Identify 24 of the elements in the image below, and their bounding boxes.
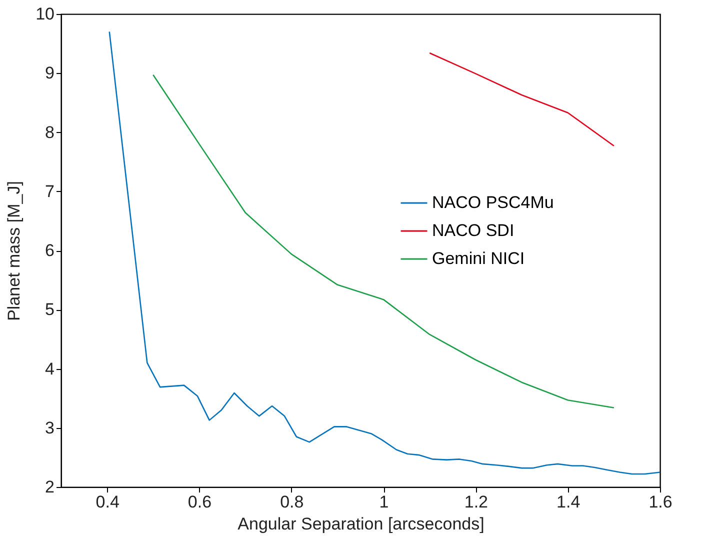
y-tick-label: 3 bbox=[45, 418, 54, 438]
y-tick-label: 2 bbox=[45, 478, 54, 496]
x-tick-label: 0.6 bbox=[188, 492, 212, 512]
x-tick-label: 1.6 bbox=[648, 492, 672, 512]
legend-label: Gemini NICI bbox=[432, 249, 525, 268]
y-axis-title: Planet mass [M_J] bbox=[4, 181, 24, 321]
y-tick-label: 8 bbox=[45, 122, 54, 142]
line-series bbox=[108, 31, 661, 475]
y-tick-label: 9 bbox=[45, 64, 54, 83]
x-axis-title: Angular Separation [arcseconds] bbox=[238, 514, 484, 534]
legend-label: NACO SDI bbox=[432, 221, 514, 240]
line-series bbox=[428, 52, 615, 146]
y-tick-label: 6 bbox=[45, 241, 54, 260]
x-tick-label: 0.8 bbox=[280, 492, 304, 512]
y-tick-label: 7 bbox=[45, 182, 54, 201]
x-tick-label: 1.2 bbox=[464, 492, 488, 512]
line-series bbox=[152, 74, 615, 408]
x-tick-label: 1 bbox=[379, 492, 389, 512]
y-tick-label: 5 bbox=[45, 300, 54, 320]
x-tick-label: 0.4 bbox=[96, 492, 120, 512]
y-tick-label: 4 bbox=[45, 359, 54, 378]
x-tick-label: 1.4 bbox=[556, 492, 580, 512]
y-tick-label: 10 bbox=[36, 4, 54, 24]
legend-label: NACO PSC4Mu bbox=[432, 193, 554, 212]
